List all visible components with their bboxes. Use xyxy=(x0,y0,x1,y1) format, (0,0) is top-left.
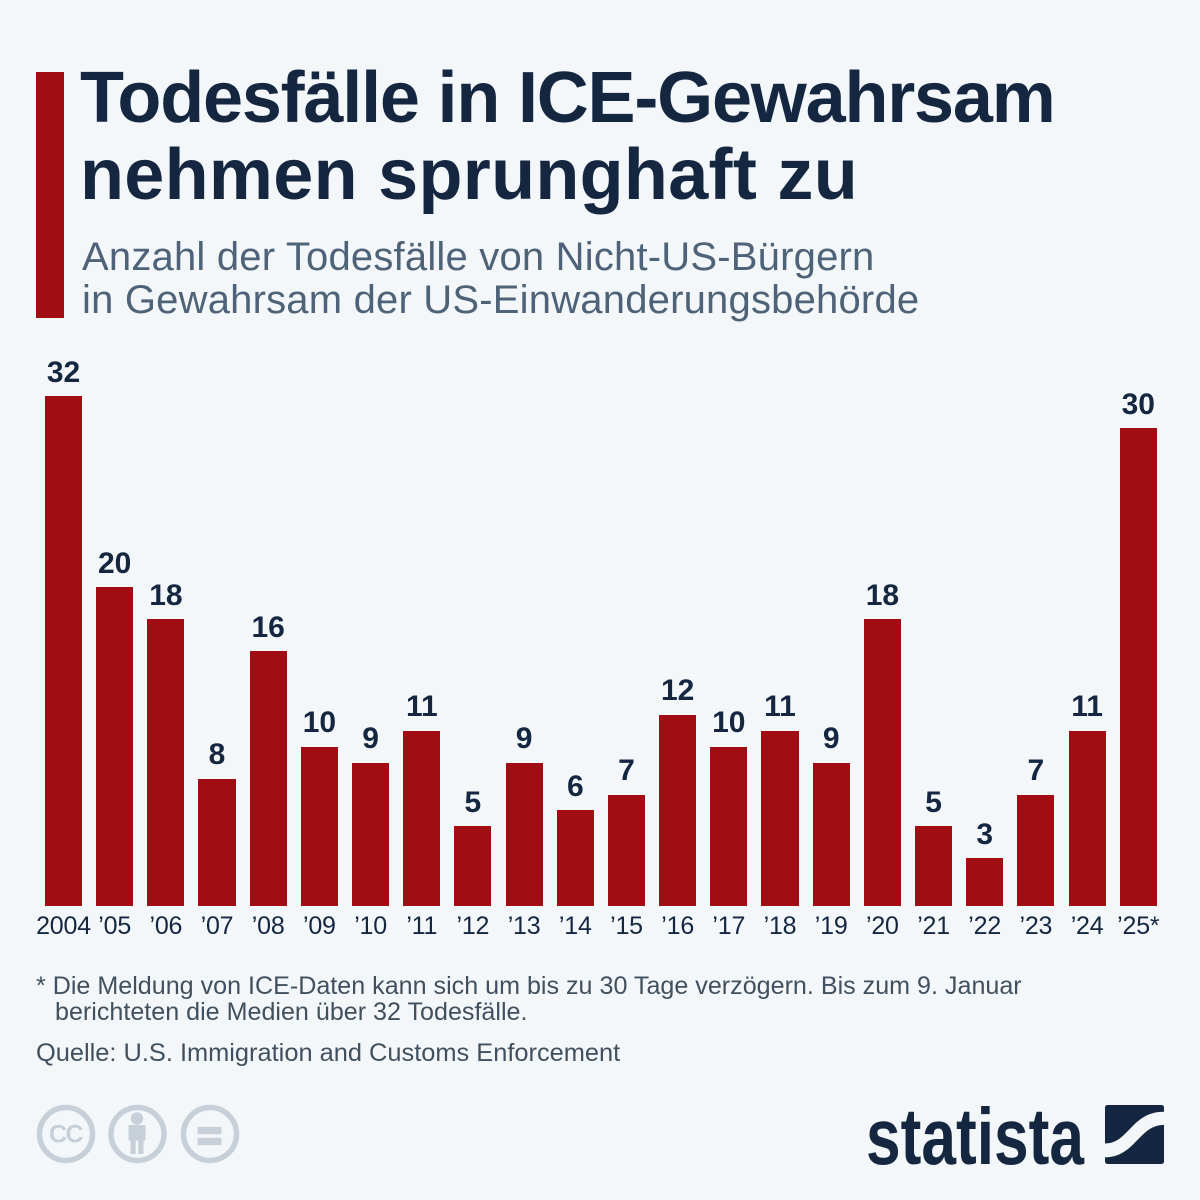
svg-text:CC: CC xyxy=(49,1121,84,1149)
svg-text:statista: statista xyxy=(866,1096,1084,1171)
